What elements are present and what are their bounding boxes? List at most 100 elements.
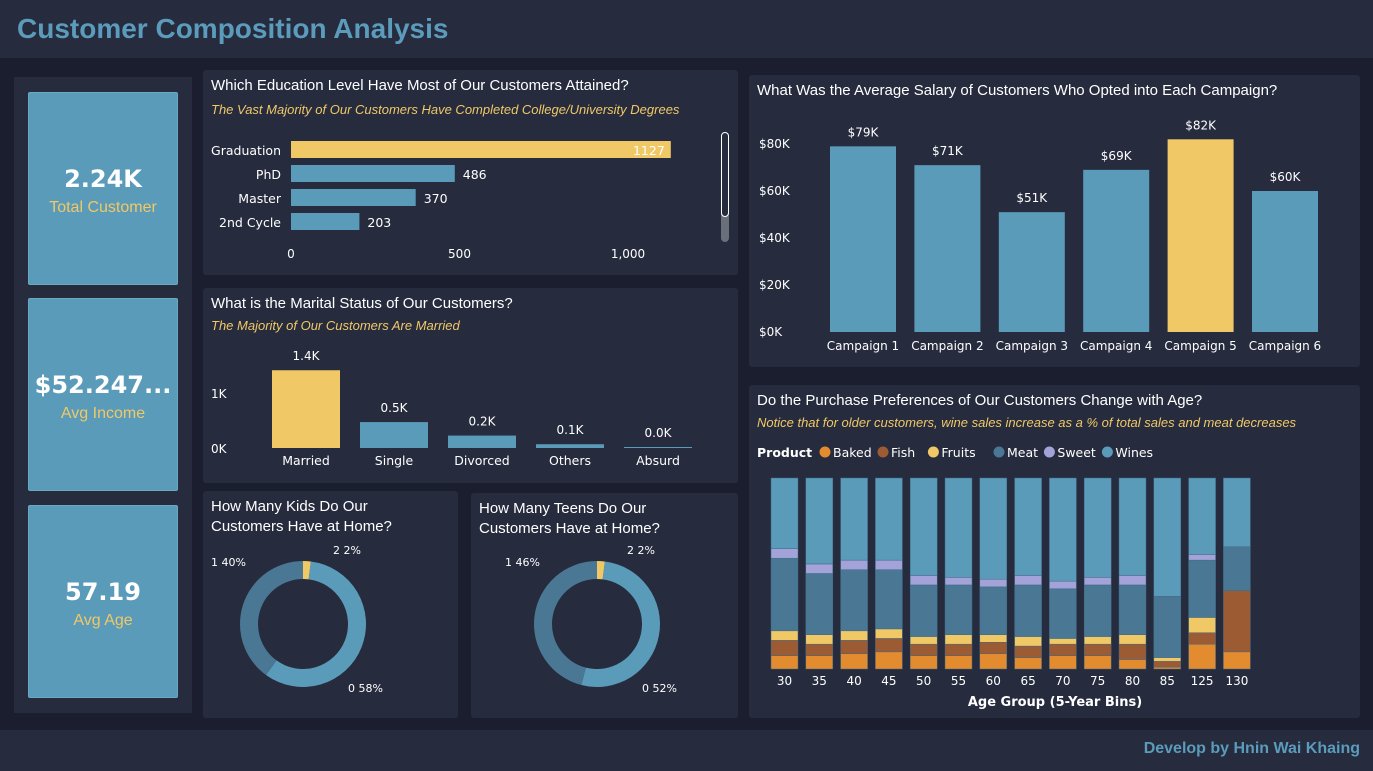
teens-chart-panel: 2 2% 0 52% 1 46% How Many Teens Do Our Cus… bbox=[471, 493, 738, 718]
data-label: $60K bbox=[1270, 170, 1302, 184]
bar bbox=[291, 189, 416, 206]
x-tick-label: 0 bbox=[287, 247, 295, 261]
data-label: $79K bbox=[848, 125, 880, 139]
salary-chart-panel: $0K $20K $40K $60K $80K $79K Campaign 1 $71K Cam… bbox=[749, 75, 1360, 367]
bar-segment-wines bbox=[909, 477, 938, 576]
data-label: 0.0K bbox=[645, 426, 673, 440]
bar-segment-baked bbox=[909, 655, 938, 670]
kpi-panel: 2.24K Total Customer $52.247... Avg Income… bbox=[14, 77, 192, 713]
scrollbar-thumb[interactable] bbox=[721, 132, 729, 217]
category-label: PhD bbox=[256, 167, 281, 182]
bar-segment-meat bbox=[979, 586, 1008, 635]
bar-segment-fish bbox=[1153, 661, 1182, 668]
kpi-avg-income: $52.247... Avg Income bbox=[28, 298, 178, 491]
chart-title: How Many Kids Do Our Customers Have at H… bbox=[211, 498, 392, 535]
bar-segment-wines bbox=[805, 477, 834, 565]
bar-segment-sweet bbox=[875, 559, 903, 570]
bar-segment-baked bbox=[1223, 651, 1251, 670]
bar bbox=[998, 212, 1065, 332]
y-tick-label: $40K bbox=[759, 231, 791, 245]
bar-segment-wines bbox=[979, 477, 1008, 580]
bar bbox=[1252, 191, 1318, 332]
marital-chart-panel: 0K 1K 1.4K Married 0.5K Single 0.2K Divorced 0.1… bbox=[203, 288, 738, 483]
bar-segment-fish bbox=[1014, 645, 1042, 658]
data-label: $71K bbox=[932, 144, 964, 158]
category-label: Absurd bbox=[636, 453, 680, 468]
category-label: 2nd Cycle bbox=[219, 215, 281, 230]
legend-marker bbox=[993, 446, 1005, 458]
category-label: Campaign 6 bbox=[1249, 339, 1321, 353]
legend-marker bbox=[1043, 446, 1055, 458]
data-label: 0.2K bbox=[469, 415, 497, 429]
bar-segment-wines bbox=[1049, 477, 1077, 582]
x-axis-title: Age Group (5-Year Bins) bbox=[968, 695, 1142, 710]
category-label: Campaign 1 bbox=[827, 339, 899, 353]
legend-label: Baked bbox=[833, 445, 872, 460]
bar-segment-wines bbox=[1223, 477, 1251, 548]
bar-segment-fruits bbox=[909, 636, 938, 645]
slice-label: 2 2% bbox=[627, 544, 655, 557]
bar bbox=[291, 165, 455, 182]
scrollbar[interactable] bbox=[721, 132, 729, 242]
x-tick-label: 45 bbox=[881, 674, 896, 688]
donut-slice bbox=[303, 561, 311, 580]
bar-segment-fruits bbox=[1188, 617, 1216, 633]
data-label: 486 bbox=[463, 167, 487, 182]
bar-segment-fruits bbox=[944, 634, 973, 645]
y-tick-label: $60K bbox=[759, 184, 791, 198]
bar-segment-wines bbox=[770, 477, 799, 549]
slice-label: 1 46% bbox=[505, 556, 540, 569]
bar-segment-fish bbox=[840, 640, 868, 654]
legend-label: Wines bbox=[1115, 445, 1153, 460]
bar-segment-fruits bbox=[1083, 636, 1112, 645]
donut-slice bbox=[534, 561, 597, 686]
chart-title: How Many Teens Do Our Customers Have at … bbox=[479, 500, 660, 537]
x-tick-label: 75 bbox=[1090, 674, 1105, 688]
x-tick-label: 1,000 bbox=[611, 247, 645, 261]
category-label: Single bbox=[375, 453, 414, 468]
bar-segment-meat bbox=[1153, 596, 1182, 658]
data-label: $82K bbox=[1185, 118, 1217, 132]
education-chart-panel: Graduation 1127 PhD 486 Master 370 2nd Cycle 20… bbox=[203, 70, 738, 275]
bar-segment-fruits bbox=[1153, 657, 1182, 662]
y-tick-label: 0K bbox=[211, 442, 228, 456]
bar-segment-baked bbox=[1083, 655, 1112, 670]
data-label: $69K bbox=[1101, 149, 1133, 163]
bar-segment-baked bbox=[770, 655, 799, 670]
legend-label: Fruits bbox=[941, 445, 975, 460]
bar bbox=[291, 213, 360, 230]
bar-segment-meat bbox=[770, 557, 799, 632]
x-tick-label: 65 bbox=[1020, 674, 1035, 688]
donut-slice bbox=[597, 561, 605, 580]
kpi-total-customer: 2.24K Total Customer bbox=[28, 92, 178, 285]
bar-segment-baked bbox=[1188, 643, 1216, 670]
category-label: Campaign 4 bbox=[1080, 339, 1152, 353]
bar bbox=[272, 370, 340, 448]
bar bbox=[624, 447, 692, 448]
bar-segment-fish bbox=[805, 643, 834, 656]
legend-title: Product bbox=[757, 445, 812, 460]
bar-segment-wines bbox=[1014, 477, 1042, 576]
bar-segment-fruits bbox=[979, 634, 1008, 643]
bar-segment-sweet bbox=[1083, 577, 1112, 586]
bar-segment-baked bbox=[1118, 659, 1147, 670]
bar-segment-baked bbox=[1014, 657, 1042, 670]
bar-segment-fish bbox=[1118, 643, 1147, 660]
bar-segment-sweet bbox=[805, 563, 834, 574]
bar-segment-meat bbox=[909, 584, 938, 637]
x-tick-label: 80 bbox=[1125, 674, 1140, 688]
bar bbox=[1167, 139, 1234, 332]
x-tick-label: 500 bbox=[448, 247, 471, 261]
x-tick-label: 50 bbox=[916, 674, 931, 688]
bar-segment-sweet bbox=[944, 577, 973, 586]
bar-segment-fruits bbox=[770, 630, 799, 641]
bar-segment-fruits bbox=[1014, 636, 1042, 647]
slice-label: 2 2% bbox=[333, 544, 361, 557]
category-label: Master bbox=[238, 191, 282, 206]
data-label: 370 bbox=[424, 191, 448, 206]
kpi-label: Avg Age bbox=[73, 612, 133, 629]
bar-segment-fruits bbox=[875, 628, 903, 639]
education-chart: Graduation 1127 PhD 486 Master 370 2nd Cycle 20… bbox=[211, 141, 671, 261]
y-tick-label: 1K bbox=[211, 387, 228, 401]
kpi-label: Total Customer bbox=[49, 199, 157, 216]
